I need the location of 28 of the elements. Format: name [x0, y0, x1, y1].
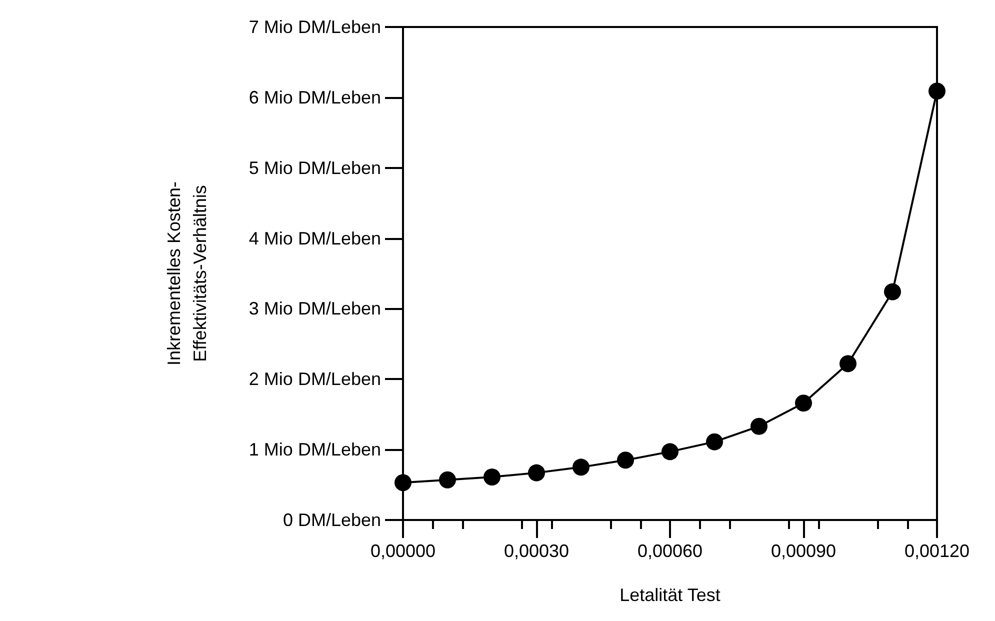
- x-tick-label: 0,00030: [504, 541, 570, 561]
- y-tick-label: 0 DM/Leben: [282, 510, 381, 530]
- y-tick-label: 5 Mio DM/Leben: [248, 158, 381, 178]
- point: [662, 443, 678, 460]
- y-tick-label: 7 Mio DM/Leben: [248, 17, 381, 37]
- point: [528, 464, 545, 482]
- point: [617, 452, 634, 469]
- point: [439, 471, 456, 488]
- y-tick-label: 3 Mio DM/Leben: [248, 298, 381, 319]
- y-tick-label: 2 Mio DM/Leben: [248, 369, 381, 390]
- point: [394, 474, 412, 492]
- point: [928, 82, 946, 100]
- point: [706, 433, 723, 450]
- x-tick-label: 0,00000: [370, 541, 436, 561]
- x-axis-title: Letalität Test: [620, 585, 720, 605]
- x-tick-label: 0,00120: [904, 541, 970, 561]
- point: [572, 458, 590, 476]
- x-tick-label: 0,00060: [637, 541, 703, 561]
- y-tick-label: 1 Mio DM/Leben: [248, 440, 381, 460]
- point: [840, 355, 856, 372]
- point: [750, 418, 768, 435]
- point: [884, 283, 901, 300]
- x-tick-label: 0,00090: [770, 541, 836, 561]
- y-axis-title: Inkrementelles Kosten- Effektivitäts-Verhältnis: [164, 181, 210, 366]
- point: [795, 394, 812, 412]
- y-tick-label: 6 Mio DM/Leben: [248, 87, 381, 108]
- point: [484, 468, 500, 486]
- y-tick-label: 4 Mio DM/Leben: [248, 228, 381, 248]
